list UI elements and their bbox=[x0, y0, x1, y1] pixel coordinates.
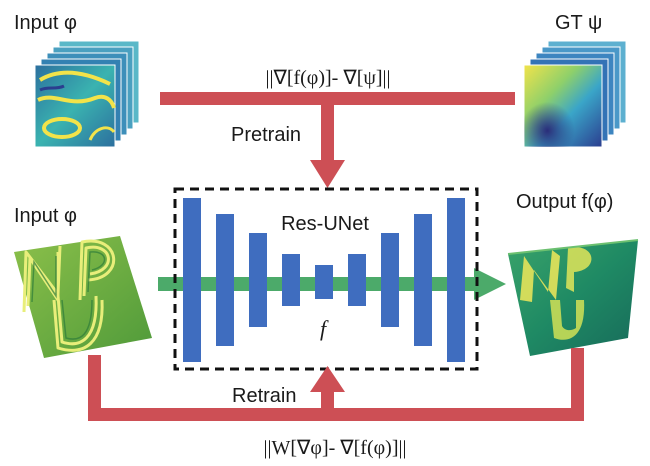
network-label: Res-UNet bbox=[281, 213, 369, 235]
unet-block-9 bbox=[447, 198, 465, 362]
retrain-arrow bbox=[88, 348, 584, 421]
input-phase-stack-icon bbox=[34, 40, 140, 148]
input-surface-icon bbox=[14, 236, 152, 358]
unet-block-2 bbox=[216, 214, 234, 346]
unet-block-1 bbox=[183, 198, 201, 362]
input-top-label: Input φ bbox=[14, 12, 77, 34]
unet-block-3 bbox=[249, 233, 267, 327]
unet-blocks bbox=[183, 198, 465, 362]
input-mid-label: Input φ bbox=[14, 205, 77, 227]
pretrain-loss-equation: ||∇[f(φ)]- ∇[ψ]|| bbox=[265, 67, 390, 89]
output-surface-icon bbox=[507, 239, 639, 356]
function-label: f bbox=[320, 316, 329, 341]
gt-phase-stack-icon bbox=[523, 40, 627, 148]
retrain-loss-equation: ||W[∇φ]- ∇[f(φ)]|| bbox=[263, 437, 406, 459]
unet-block-4 bbox=[282, 254, 300, 306]
output-label: Output f(φ) bbox=[516, 191, 613, 213]
pretrain-label: Pretrain bbox=[231, 124, 301, 146]
unet-block-7 bbox=[381, 233, 399, 327]
unet-block-8 bbox=[414, 214, 432, 346]
unet-block-6 bbox=[348, 254, 366, 306]
retrain-label: Retrain bbox=[232, 385, 296, 407]
gt-label: GT ψ bbox=[555, 12, 602, 34]
unet-block-5 bbox=[315, 265, 333, 299]
pretrain-arrow bbox=[160, 92, 515, 188]
